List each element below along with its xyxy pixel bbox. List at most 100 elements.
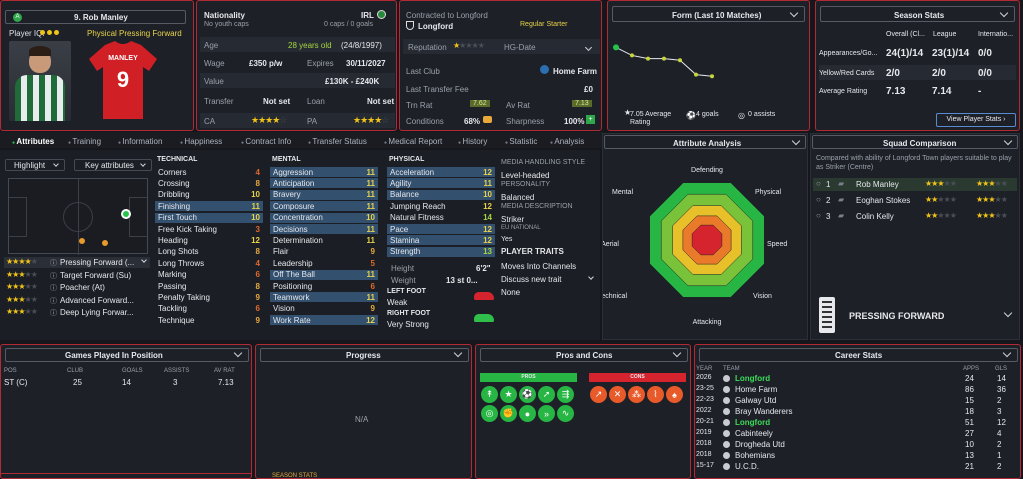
pro-run-icon[interactable]: ➚ bbox=[538, 386, 555, 403]
tab-transfer-status[interactable]: ● Transfer Status bbox=[308, 137, 367, 146]
attribute-row[interactable]: Passing 8 bbox=[155, 281, 263, 291]
con-kick-icon[interactable]: ↗ bbox=[590, 386, 607, 403]
career-team[interactable]: Home Farm bbox=[735, 385, 778, 394]
attribute-row[interactable]: Long Throws 4 bbox=[155, 258, 263, 268]
squad-row[interactable]: ○ 3 ▰ Colin Kelly ★★★★★ ★★★★★ bbox=[813, 210, 1017, 223]
attribute-row[interactable]: Work Rate 12 bbox=[270, 315, 378, 326]
form-point[interactable] bbox=[662, 56, 666, 61]
attribute-row[interactable]: Decisions 11 bbox=[270, 224, 378, 234]
tab-happiness[interactable]: ● Happiness bbox=[180, 137, 222, 146]
attribute-row[interactable]: Vision 9 bbox=[270, 304, 378, 314]
career-team[interactable]: U.C.D. bbox=[735, 462, 759, 471]
tab-medical-report[interactable]: ● Medical Report bbox=[384, 137, 442, 146]
attribute-row[interactable]: Bravery 11 bbox=[270, 189, 378, 200]
tab-history[interactable]: ● History bbox=[458, 137, 487, 146]
tab-analysis[interactable]: ● Analysis bbox=[550, 137, 584, 146]
attribute-row[interactable]: Strength 13 bbox=[387, 246, 495, 257]
attribute-row[interactable]: Off The Ball 11 bbox=[270, 269, 378, 280]
con-cross-icon[interactable]: ✕ bbox=[609, 386, 626, 403]
attribute-row[interactable]: Acceleration 12 bbox=[387, 167, 495, 177]
proscons-panel: Pros and Cons PROS CONS ↟ ★ ⚽ ➚ ⇶ ◎ ✊ ● … bbox=[475, 344, 691, 479]
tab-attributes[interactable]: ● Attributes bbox=[12, 137, 54, 146]
attribute-row[interactable]: Long Shots 8 bbox=[155, 247, 263, 257]
attribute-row[interactable]: Positioning 6 bbox=[270, 281, 378, 291]
career-team[interactable]: Cabinteely bbox=[735, 429, 773, 438]
key-attributes-dropdown[interactable]: Key attributes bbox=[74, 159, 152, 171]
attribute-row[interactable]: Aggression 11 bbox=[270, 167, 378, 177]
con-tackle-icon[interactable]: ⌇ bbox=[647, 386, 664, 403]
attribute-row[interactable]: Determination 11 bbox=[270, 235, 378, 245]
pro-control-icon[interactable]: ∿ bbox=[557, 405, 574, 422]
pro-jump-icon[interactable]: ↟ bbox=[481, 386, 498, 403]
attribute-row[interactable]: Dribbling 10 bbox=[155, 190, 263, 200]
role-row[interactable]: ★★★★★ ⓘ Advanced Forward... bbox=[4, 295, 150, 306]
pro-target-icon[interactable]: ◎ bbox=[481, 405, 498, 422]
pro-shoot-icon[interactable]: ⇶ bbox=[557, 386, 574, 403]
tab-training[interactable]: ● Training bbox=[68, 137, 101, 146]
attribute-row[interactable]: Flair 9 bbox=[270, 247, 378, 257]
attribute-row[interactable]: Stamina 12 bbox=[387, 235, 495, 246]
career-team[interactable]: Drogheda Utd bbox=[735, 440, 785, 449]
attribute-row[interactable]: Composure 11 bbox=[270, 201, 378, 212]
tab-statistic[interactable]: ● Statistic bbox=[505, 137, 537, 146]
name-bar[interactable]: A 9. Rob Manley bbox=[5, 10, 186, 24]
career-team[interactable]: Longford bbox=[735, 374, 771, 383]
form-point[interactable] bbox=[613, 44, 619, 51]
role-row[interactable]: ★★★★★ ⓘ Deep Lying Forwar... bbox=[4, 307, 150, 318]
attribute-row[interactable]: Free Kick Taking 3 bbox=[155, 224, 263, 234]
attribute-row[interactable]: Pace 12 bbox=[387, 224, 495, 234]
attribute-row[interactable]: Leadership 5 bbox=[270, 258, 378, 268]
attribute-row[interactable]: First Touch 10 bbox=[155, 212, 263, 223]
attribute-name: Long Throws bbox=[158, 258, 205, 268]
attribute-row[interactable]: Penalty Taking 9 bbox=[155, 292, 263, 302]
pro-pace-icon[interactable]: » bbox=[538, 405, 555, 422]
attribute-row[interactable]: Balance 10 bbox=[387, 189, 495, 200]
role-row[interactable]: ★★★★★ ⓘ Poacher (At) bbox=[4, 282, 150, 293]
attribute-row[interactable]: Corners 4 bbox=[155, 167, 263, 177]
highlight-dropdown[interactable]: Highlight bbox=[5, 159, 65, 171]
attribute-value: 12 bbox=[251, 235, 260, 245]
attribute-row[interactable]: Teamwork 11 bbox=[270, 292, 378, 303]
career-team[interactable]: Galway Utd bbox=[735, 396, 777, 405]
tab-dot-icon: ● bbox=[550, 140, 555, 146]
squad-role-chevron-icon[interactable] bbox=[1003, 308, 1013, 318]
role-row[interactable]: ★★★★★ ⓘ Pressing Forward (... bbox=[4, 257, 150, 268]
highlight-chevron-icon bbox=[53, 161, 59, 167]
discuss-trait-chevron-icon[interactable] bbox=[588, 274, 594, 280]
contract-club[interactable]: Longford bbox=[418, 22, 454, 31]
pro-star-icon[interactable]: ★ bbox=[500, 386, 517, 403]
attribute-row[interactable]: Concentration 10 bbox=[270, 212, 378, 223]
attribute-row[interactable]: Marking 6 bbox=[155, 270, 263, 280]
form-point[interactable] bbox=[710, 74, 714, 79]
footer-season-stats[interactable]: SEASON STATS bbox=[272, 473, 318, 479]
squad-row[interactable]: ○ 2 ▰ Eoghan Stokes ★★★★★ ★★★★★ bbox=[813, 194, 1017, 207]
form-point[interactable] bbox=[646, 56, 650, 61]
form-point[interactable] bbox=[694, 72, 698, 77]
attribute-row[interactable]: Natural Fitness 14 bbox=[387, 213, 495, 223]
attribute-row[interactable]: Crossing 8 bbox=[155, 178, 263, 188]
last-club-value[interactable]: Home Farm bbox=[553, 67, 598, 76]
pro-ball-icon[interactable]: ⚽ bbox=[519, 386, 536, 403]
form-point[interactable] bbox=[630, 53, 634, 58]
career-team[interactable]: Bray Wanderers bbox=[735, 407, 793, 416]
trait-discuss[interactable]: Discuss new trait bbox=[501, 275, 562, 284]
con-throw-icon[interactable]: ♠ bbox=[666, 386, 683, 403]
con-mark-icon[interactable]: ⁂ bbox=[628, 386, 645, 403]
tab-contract-info[interactable]: ● Contract Info bbox=[241, 137, 291, 146]
form-point[interactable] bbox=[678, 58, 682, 63]
squad-row[interactable]: ○ 1 ▰ Rob Manley ★★★★★ ★★★★★ bbox=[813, 178, 1017, 191]
tab-information[interactable]: ● Information bbox=[118, 137, 162, 146]
attribute-row[interactable]: Tackling 6 bbox=[155, 304, 263, 314]
attribute-row[interactable]: Anticipation 11 bbox=[270, 178, 378, 189]
pro-strength-icon[interactable]: ✊ bbox=[500, 405, 517, 422]
role-row[interactable]: ★★★★★ ⓘ Target Forward (Su) bbox=[4, 270, 150, 281]
attribute-row[interactable]: Agility 11 bbox=[387, 178, 495, 189]
attribute-row[interactable]: Heading 12 bbox=[155, 235, 263, 245]
attribute-row[interactable]: Jumping Reach 12 bbox=[387, 201, 495, 211]
career-team[interactable]: Bohemians bbox=[735, 451, 776, 460]
attribute-row[interactable]: Finishing 11 bbox=[155, 201, 263, 212]
pro-header-icon[interactable]: ● bbox=[519, 405, 536, 422]
attribute-row[interactable]: Technique 9 bbox=[155, 315, 263, 325]
career-team[interactable]: Longford bbox=[735, 418, 771, 427]
view-player-stats-button[interactable]: View Player Stats › bbox=[936, 113, 1016, 127]
